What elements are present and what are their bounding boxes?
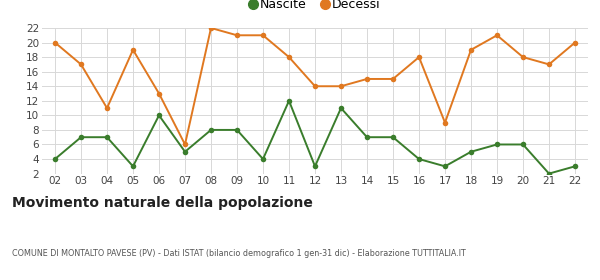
Decessi <box>233 34 241 37</box>
Legend: Nascite, Decessi: Nascite, Decessi <box>245 0 385 17</box>
Nascite <box>337 106 344 110</box>
Decessi <box>311 85 319 88</box>
Nascite <box>520 143 527 146</box>
Decessi <box>77 63 85 66</box>
Decessi <box>493 34 500 37</box>
Nascite <box>493 143 500 146</box>
Nascite <box>155 114 163 117</box>
Decessi <box>442 121 449 124</box>
Nascite <box>130 165 137 168</box>
Decessi <box>467 48 475 52</box>
Nascite <box>103 136 110 139</box>
Nascite <box>208 128 215 132</box>
Nascite <box>467 150 475 153</box>
Decessi <box>286 55 293 59</box>
Nascite <box>442 165 449 168</box>
Line: Decessi: Decessi <box>52 25 578 147</box>
Nascite <box>311 165 319 168</box>
Nascite <box>233 128 241 132</box>
Nascite <box>181 150 188 153</box>
Nascite <box>364 136 371 139</box>
Nascite <box>52 157 59 161</box>
Decessi <box>545 63 553 66</box>
Decessi <box>155 92 163 95</box>
Decessi <box>103 106 110 110</box>
Decessi <box>208 26 215 30</box>
Nascite <box>545 172 553 175</box>
Nascite <box>286 99 293 102</box>
Decessi <box>52 41 59 44</box>
Nascite <box>389 136 397 139</box>
Decessi <box>130 48 137 52</box>
Decessi <box>571 41 578 44</box>
Nascite <box>259 157 266 161</box>
Decessi <box>259 34 266 37</box>
Decessi <box>337 85 344 88</box>
Decessi <box>389 77 397 81</box>
Nascite <box>77 136 85 139</box>
Decessi <box>181 143 188 146</box>
Line: Nascite: Nascite <box>52 98 578 176</box>
Decessi <box>520 55 527 59</box>
Nascite <box>415 157 422 161</box>
Nascite <box>571 165 578 168</box>
Text: COMUNE DI MONTALTO PAVESE (PV) - Dati ISTAT (bilancio demografico 1 gen-31 dic) : COMUNE DI MONTALTO PAVESE (PV) - Dati IS… <box>12 249 466 258</box>
Decessi <box>415 55 422 59</box>
Decessi <box>364 77 371 81</box>
Text: Movimento naturale della popolazione: Movimento naturale della popolazione <box>12 196 313 210</box>
